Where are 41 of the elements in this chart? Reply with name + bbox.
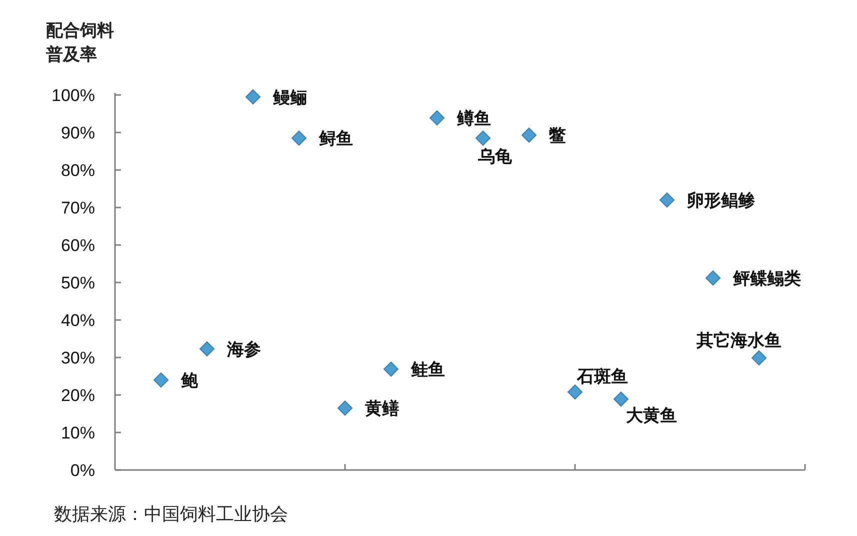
data-label: 海参 (226, 340, 261, 359)
data-label: 其它海水鱼 (696, 330, 782, 350)
point (476, 130, 490, 146)
source-note: 数据来源：中国饲料工业协会 (54, 504, 288, 524)
y-tick-label: 30% (60, 348, 95, 368)
y-tick-label: 60% (60, 236, 95, 255)
point (384, 362, 398, 377)
y-tick-label: 90% (60, 124, 95, 142)
point (292, 130, 306, 146)
data-label: 鲆鲽鳎类 (732, 269, 801, 288)
point (568, 384, 582, 400)
data-label: 黄鳝 (364, 399, 399, 418)
data-label: 鳖 (549, 126, 566, 146)
point (706, 270, 720, 286)
y-axis-title: 配合饲料普及率 (45, 21, 114, 64)
point (430, 110, 444, 126)
data-label: 鲑鱼 (410, 360, 445, 380)
data-label: 鲟鱼 (318, 129, 353, 148)
point (614, 392, 628, 407)
y-tick-label: 0% (70, 461, 95, 480)
y-tick-label: 100% (52, 86, 95, 105)
y-tick-label: 70% (60, 198, 95, 218)
y-tick-label: 10% (60, 424, 95, 442)
data-label: 鳗鲡 (272, 88, 307, 107)
y-tick-label: 20% (60, 386, 95, 405)
data-label: 石斑鱼 (576, 367, 628, 386)
data-label: 卵形鲳鲹 (686, 191, 756, 210)
y-tick-label: 80% (60, 161, 95, 180)
point (200, 341, 214, 356)
y-tick-label: 40% (60, 311, 95, 330)
y-tick-label: 50% (60, 274, 95, 292)
point (752, 350, 766, 366)
data-label: 鳟鱼 (456, 108, 491, 128)
point (154, 372, 168, 388)
data-label: 鲍 (180, 371, 199, 390)
point (246, 89, 260, 104)
point (338, 400, 352, 416)
data-label: 大黄鱼 (626, 406, 677, 426)
data-label: 乌龟 (477, 147, 513, 166)
point (660, 192, 674, 208)
point (522, 128, 536, 143)
